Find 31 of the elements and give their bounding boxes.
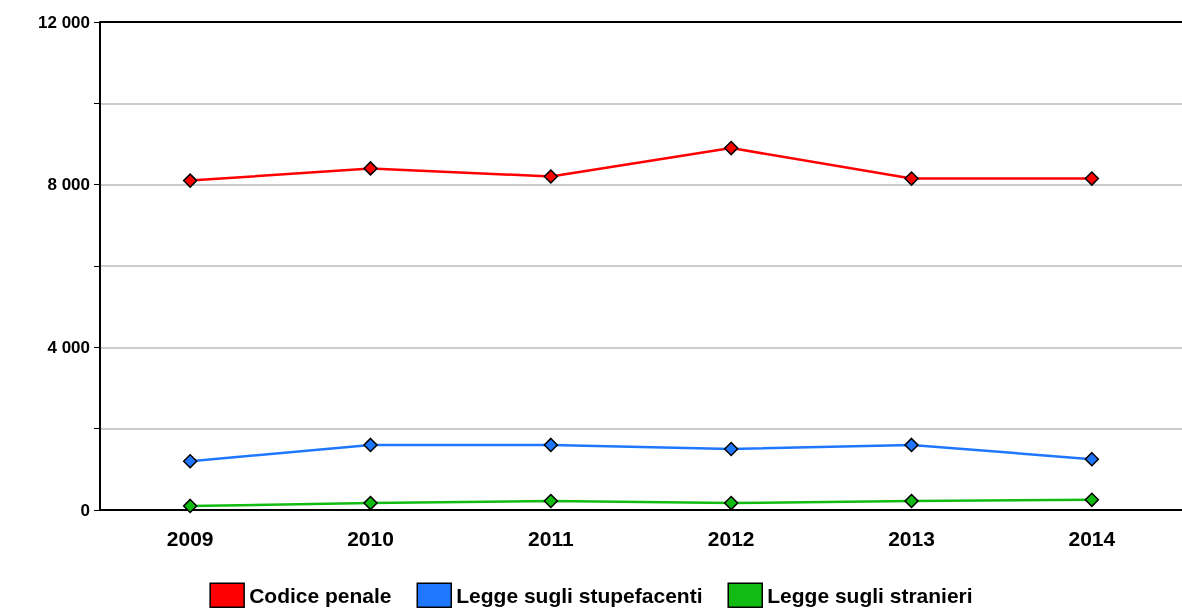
y-tick-label: 0: [80, 500, 90, 520]
y-tick-label: 4 000: [47, 337, 90, 357]
point: [182, 173, 198, 188]
point: [904, 493, 919, 509]
point: [182, 498, 198, 514]
legend-label: Legge sugli stranieri: [767, 583, 973, 607]
point: [543, 437, 559, 453]
x-tick-label: 2011: [528, 527, 574, 550]
point: [1084, 451, 1100, 467]
point: [543, 169, 559, 184]
point: [904, 437, 919, 453]
legend-label: Codice penale: [249, 583, 392, 607]
y-tick-label: 12 000: [38, 12, 90, 32]
legend-label: Legge sugli stupefacenti: [456, 583, 703, 607]
x-tick-label: 2014: [1068, 527, 1116, 550]
point: [363, 161, 378, 176]
x-tick-label: 2012: [707, 527, 755, 550]
point: [904, 171, 919, 186]
point: [1084, 492, 1100, 508]
point: [723, 140, 739, 156]
x-tick-label: 2010: [347, 527, 394, 550]
x-tick-label: 2009: [166, 527, 214, 550]
point: [363, 495, 378, 511]
y-tick-label: 8 000: [47, 175, 90, 195]
point: [363, 437, 378, 453]
x-tick-label: 2013: [888, 527, 935, 550]
point: [723, 441, 739, 457]
point: [182, 453, 198, 469]
point: [723, 495, 739, 511]
point: [1084, 171, 1100, 186]
point: [543, 493, 559, 509]
